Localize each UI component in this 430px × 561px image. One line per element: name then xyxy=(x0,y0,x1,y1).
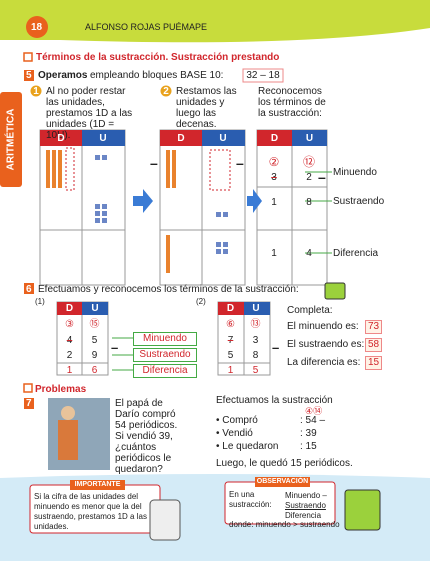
table-tag: (1) xyxy=(35,297,45,306)
digit: 7 xyxy=(227,335,234,346)
digit: 2 xyxy=(306,172,312,183)
minus: – xyxy=(272,340,280,355)
solution-title: Efectuamos la sustracción xyxy=(216,395,333,406)
digit: 5 xyxy=(91,335,98,346)
page-number: 18 xyxy=(31,22,43,33)
solution-label: • Le quedaron xyxy=(216,441,279,452)
digit: 4 xyxy=(66,335,73,346)
digit: 1 xyxy=(227,365,234,376)
header-d: D xyxy=(177,133,185,144)
borrow: ③ xyxy=(65,319,74,330)
header-d: D xyxy=(226,303,235,314)
important-text: Si la cifra de las unidades del minuendo… xyxy=(34,492,147,531)
minus: – xyxy=(150,155,158,171)
solution-label: • Compró xyxy=(216,415,258,426)
observation-term: Sustraendo xyxy=(285,501,326,510)
digit: 1 xyxy=(271,197,277,208)
borrow: ④⑭ xyxy=(305,406,323,416)
header-u: U xyxy=(305,133,314,144)
complete-label: El sustraendo es: xyxy=(287,339,365,350)
digit: 9 xyxy=(91,350,98,361)
digit: 1 xyxy=(271,248,277,259)
header-u: U xyxy=(219,133,227,144)
solution-value: : 15 xyxy=(300,441,317,452)
step-text: Reconocemos los términos de la sustracci… xyxy=(258,86,326,119)
answer: 73 xyxy=(365,320,382,334)
solution-value: : 39 xyxy=(300,428,317,439)
author: ALFONSO ROJAS PUÉMAPE xyxy=(85,22,208,32)
digit: 1 xyxy=(66,365,73,376)
digit: 8 xyxy=(252,350,259,361)
digit: 5 xyxy=(227,350,234,361)
exercise-bold: Operamos xyxy=(38,70,88,81)
term-label: Diferencia xyxy=(133,364,197,378)
minus: – xyxy=(236,155,244,171)
digit: 6 xyxy=(91,365,98,376)
observation-note: donde: minuendo > sustraendo xyxy=(229,520,340,529)
important-title: IMPORTANTE xyxy=(74,481,121,488)
term-label: Diferencia xyxy=(333,248,379,259)
table-tag: (2) xyxy=(196,297,206,306)
header-u: U xyxy=(99,133,107,144)
exercise-number: 7 xyxy=(26,398,32,409)
section-title: Términos de la sustracción. Sustracción … xyxy=(36,52,280,63)
step-number: 1 xyxy=(33,86,39,97)
term-label: Sustraendo xyxy=(333,196,385,207)
step-text: Restamos las unidades y luego las decena… xyxy=(176,86,237,130)
borrow: ⑫ xyxy=(302,155,315,169)
minus: – xyxy=(111,340,119,355)
header-u: U xyxy=(252,303,260,314)
side-label: ARITMÉTICA xyxy=(5,108,17,171)
digit: 3 xyxy=(252,335,259,346)
exercise-number: 5 xyxy=(26,70,32,81)
header-d: D xyxy=(270,133,279,144)
digit: 4 xyxy=(306,248,312,259)
digit: 2 xyxy=(66,350,73,361)
exercise-text: empleando bloques BASE 10: xyxy=(90,70,224,81)
answer: 15 xyxy=(365,356,382,370)
exercise-number: 6 xyxy=(26,284,32,295)
operation: 32 – 18 xyxy=(246,70,280,81)
problem-text: El papá de Darío compró 54 periódicos. S… xyxy=(115,398,178,475)
observation-term: Minuendo – xyxy=(285,491,327,500)
answer: 58 xyxy=(365,338,382,352)
borrow: ② xyxy=(268,155,280,169)
borrow: ⑬ xyxy=(250,319,261,330)
digit: 3 xyxy=(271,172,277,183)
term-label: Minuendo xyxy=(133,332,197,346)
header-u: U xyxy=(91,303,99,314)
observation-intro: En una sustracción: xyxy=(229,490,272,509)
term-label: Minuendo xyxy=(333,167,377,178)
solution-label: • Vendió xyxy=(216,428,253,439)
step-text: Al no poder restar las unidades, prestam… xyxy=(46,86,133,141)
observation-title: OBSERVACIÓN xyxy=(256,478,309,485)
complete-label: La diferencia es: xyxy=(287,357,361,368)
solution-value: : 54 – xyxy=(300,415,326,426)
digit: 8 xyxy=(306,197,312,208)
problems-title: Problemas xyxy=(35,384,87,395)
minus: – xyxy=(318,169,326,185)
borrow: ⑮ xyxy=(89,319,100,330)
complete-label: El minuendo es: xyxy=(287,321,359,332)
borrow: ⑥ xyxy=(226,319,235,330)
header-d: D xyxy=(57,133,65,144)
conclusion: Luego, le quedó 15 periódicos. xyxy=(216,458,353,469)
digit: 5 xyxy=(252,365,259,376)
term-label: Sustraendo xyxy=(133,348,197,362)
step-number: 2 xyxy=(163,86,169,97)
exercise-text: Efectuamos y reconocemos los términos de… xyxy=(38,284,299,295)
complete-title: Completa: xyxy=(287,305,333,316)
observation-term: Diferencia xyxy=(285,511,322,520)
header-d: D xyxy=(65,303,74,314)
